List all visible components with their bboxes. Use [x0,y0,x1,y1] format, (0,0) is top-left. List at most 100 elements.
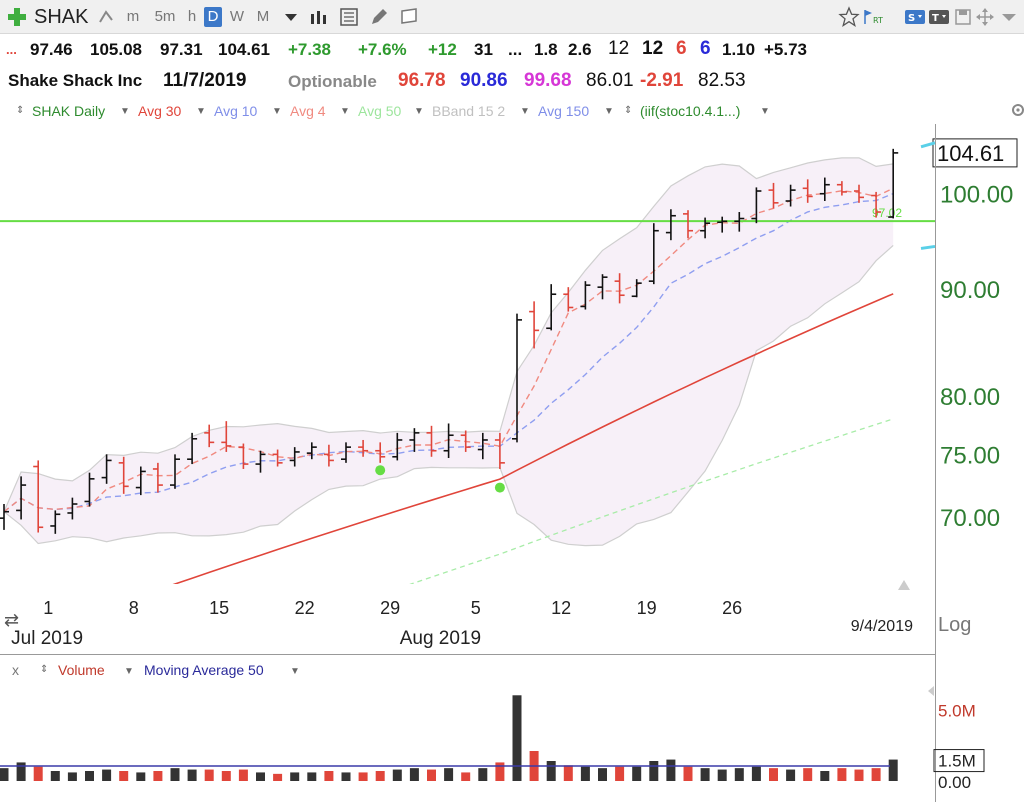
chevron-down-icon[interactable]: ▼ [290,666,300,677]
ohlc-bar [289,447,300,467]
volume-chart[interactable]: 5.0M 1.5M 0.00 [0,655,1024,802]
chevron-down-icon[interactable] [280,6,302,28]
indicator-avg-4[interactable]: Avg 4 [290,103,326,119]
close-icon[interactable]: x [12,662,19,678]
save-icon[interactable] [952,6,974,28]
refresh-icon[interactable]: ⇄ [4,610,19,631]
x-tick-label: 12 [551,598,571,618]
ohlc-bar [768,182,779,209]
rt-flag-icon[interactable]: RT [862,6,884,28]
volume-label[interactable]: Volume [58,662,105,678]
quote-ellipsis: ... [508,40,523,59]
t-badge-icon[interactable]: T [928,6,950,28]
ohlc-bar [563,287,574,312]
volume-bar [700,768,710,781]
indicator-avg-50[interactable]: Avg 50 [358,103,402,119]
reorder-icon[interactable]: ⇕ [16,105,25,116]
indicator-stoc[interactable]: (iif(stoc10.4.1...) [640,103,741,119]
quote-value-j: +5.73 [764,40,808,59]
interval-button-mo[interactable]: M [256,8,270,25]
chevron-down-icon[interactable]: ▼ [272,106,282,117]
quote-value-a: +12 [428,40,457,59]
end-date-label: 9/4/2019 [851,618,913,635]
ohlc-bar [306,442,317,460]
ohlc-bar [717,216,728,233]
calculator-icon[interactable] [338,6,360,28]
volume-bar [238,769,248,781]
chevron-down-icon[interactable]: ▼ [414,106,424,117]
flag-icon[interactable] [398,6,420,28]
ohlc-bar [0,504,9,530]
indicator-legend: ⇕ SHAK Daily ▼ Avg 30 ▼ Avg 10 ▼ Avg 4 ▼… [0,100,1024,124]
signal-dot [375,465,386,476]
chevron-down-icon[interactable]: ▼ [120,106,130,117]
volume-bar [324,771,334,781]
interval-button-5m[interactable]: 5m [154,8,176,25]
indicator-avg-10[interactable]: Avg 10 [214,103,258,119]
add-symbol-icon[interactable] [6,6,28,28]
quote-change-pct: +7.6% [358,40,407,59]
reorder-icon[interactable]: ⇕ [624,105,633,116]
ohlc-bar [84,472,95,507]
menu-chevron-icon[interactable] [998,6,1020,28]
ohlc-bar [152,462,163,493]
ohlc-bar [631,279,642,298]
price-chart[interactable]: 97.02 70.00 75.00 80.00 90.00 100.00 104.61 1 8 1… [0,124,1024,654]
volume-bar [409,768,419,781]
last-price-box [932,138,1018,168]
chevron-down-icon[interactable]: ▼ [760,106,770,117]
svg-text:S: S [908,13,915,24]
reorder-icon[interactable]: ⇕ [40,664,49,675]
x-tick-label: 22 [295,598,315,618]
interval-button-d[interactable]: D [204,7,222,27]
ohlc-bar [597,274,608,300]
volume-bar [888,759,898,781]
chevron-down-icon[interactable]: ▼ [340,106,350,117]
move-icon[interactable] [974,6,996,28]
ohlc-bar [101,454,112,484]
volume-bar [495,762,505,781]
company-name: Shake Shack Inc [8,71,143,90]
pencil-icon[interactable] [368,6,390,28]
volume-bar [85,771,94,781]
interval-button-h[interactable]: h [187,8,197,25]
star-icon[interactable] [838,6,860,28]
volume-bar [273,773,283,781]
volume-bar [546,761,556,781]
bar-chart-icon[interactable] [308,6,330,28]
quote-value-e: 12 [608,38,630,59]
ohlc-bar [358,439,369,457]
s-badge-icon[interactable]: S [904,6,926,28]
ohlc-bar [888,148,899,219]
month-label: Aug 2019 [400,628,481,649]
ohlc-bar [751,187,762,224]
interval-button-w[interactable]: W [229,8,245,25]
drawing-tools-icon[interactable] [96,6,118,28]
symbol-label[interactable]: SHAK [34,6,89,28]
chevron-down-icon[interactable]: ▼ [520,106,530,117]
settings-icon[interactable] [1010,102,1024,121]
indicator-avg-30[interactable]: Avg 30 [138,103,182,119]
chevron-down-icon[interactable]: ▼ [604,106,614,117]
avg-30-line [172,293,894,584]
volume-ma-label[interactable]: Moving Average 50 [144,662,264,678]
indicator-avg-150[interactable]: Avg 150 [538,103,590,119]
volume-bar [803,768,813,781]
indicator-bband[interactable]: BBand 15 2 [432,103,506,119]
ohlc-bar [272,449,283,467]
volume-axis-label: 5.0M [938,702,976,721]
volume-bar [375,771,385,781]
indicator-shak-daily[interactable]: SHAK Daily [32,103,106,119]
volume-bar [666,759,676,781]
volume-bar [563,765,573,781]
horizontal-level-label: 97.02 [872,206,902,220]
chevron-down-icon[interactable]: ▼ [124,666,134,677]
chevron-down-icon[interactable]: ▼ [196,106,206,117]
ohlc-bar [255,450,266,473]
ohlc-bar [135,466,146,496]
pane-divider[interactable] [0,654,936,655]
ohlc-bar [580,281,591,310]
log-scale-label: Log [938,614,971,636]
chart-toolbar: SHAK m 5m h D W M RT S T [0,0,1024,34]
interval-button-m[interactable]: m [126,8,140,25]
